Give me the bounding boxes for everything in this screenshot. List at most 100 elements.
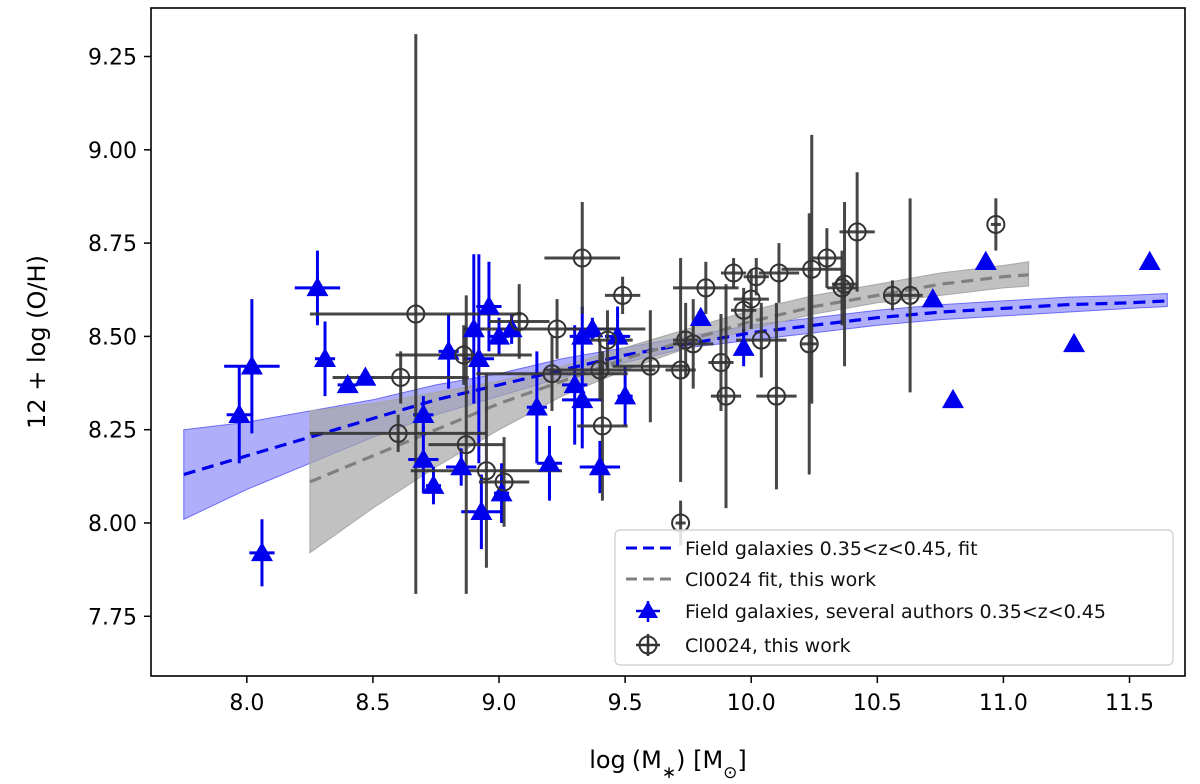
field-point-marker: [732, 336, 755, 356]
legend-field-points-marker: [638, 601, 658, 618]
cluster-point-marker: [476, 461, 496, 481]
field-point-marker: [490, 482, 513, 502]
cluster-point-marker: [547, 319, 567, 339]
legend-field-fit-label: Field galaxies 0.35<z<0.45, fit: [685, 538, 978, 560]
legend-cluster-fit-label: Cl0024 fit, this work: [685, 569, 876, 591]
legend-cluster-points-marker: [638, 635, 658, 655]
cluster-point-marker: [746, 267, 766, 287]
cluster-point-marker: [592, 416, 612, 436]
cluster-point-marker: [696, 278, 716, 298]
field-point-marker: [588, 456, 611, 476]
cluster-point-marker: [724, 263, 744, 283]
cluster-point-marker: [741, 289, 761, 309]
cluster-point-marker: [391, 367, 411, 387]
cluster-point-marker: [769, 263, 789, 283]
cluster-point-marker: [986, 214, 1006, 234]
field-point-marker: [689, 306, 712, 326]
legend-cluster-points-label: Cl0024, this work: [685, 635, 851, 657]
field-point-marker: [314, 347, 337, 368]
cluster-point-marker: [671, 360, 691, 380]
field-point-marker: [467, 347, 490, 368]
field-point-marker: [921, 288, 944, 308]
field-point-marker: [525, 396, 548, 416]
field-point-marker: [1138, 250, 1161, 271]
field-point-marker: [437, 340, 460, 360]
cluster-point-marker: [640, 356, 660, 376]
field-point-marker: [974, 250, 997, 271]
cluster-point-marker: [900, 285, 920, 305]
field-point-marker: [488, 325, 511, 345]
field-point-marker: [500, 317, 523, 338]
cluster-point-marker: [572, 248, 592, 268]
x-tick-label: 11.5: [1105, 691, 1154, 716]
field-point-marker: [941, 388, 964, 409]
cluster-point-marker: [802, 259, 822, 279]
field-point-marker: [571, 325, 594, 345]
y-axis-label: 12 + log (O/H): [23, 255, 51, 429]
cluster-point-marker: [494, 472, 514, 492]
field-point-marker: [571, 388, 594, 409]
field-point-marker: [1063, 332, 1086, 353]
plot-frame: [150, 7, 1186, 677]
y-tick-label: 8.25: [88, 419, 137, 444]
field-point-marker: [563, 373, 586, 394]
cluster-point-marker: [406, 304, 426, 324]
x-tick-label: 9.0: [482, 691, 517, 716]
x-tick-label: 8.5: [355, 691, 390, 716]
field-point-marker: [306, 276, 329, 297]
field-point-marker: [412, 448, 435, 468]
cluster-point-marker: [766, 386, 786, 406]
cluster-point-marker: [454, 345, 474, 365]
legend: Field galaxies 0.35<z<0.45, fit Cl0024 f…: [614, 529, 1174, 666]
y-tick-label: 9.00: [88, 139, 137, 164]
field-point-marker: [581, 317, 604, 338]
field-point-marker: [614, 385, 637, 405]
x-tick-label: 9.5: [608, 691, 643, 716]
cluster-point-marker: [590, 360, 610, 380]
field-point-marker: [240, 355, 263, 375]
cluster-point-marker: [683, 334, 703, 354]
x-tick-label: 10.5: [853, 691, 902, 716]
y-tick-label: 9.25: [88, 46, 137, 71]
cluster-point-marker: [832, 278, 852, 298]
field-point-marker: [462, 317, 485, 338]
y-axis-ticks: 7.75 8.00 8.25 8.50 8.75 9.00 9.25: [88, 46, 151, 630]
field-point-marker: [470, 500, 493, 521]
cluster-point-marker: [456, 435, 476, 455]
cluster-point-marker: [817, 248, 837, 268]
field-point-marker: [228, 403, 251, 424]
field-point-marker: [250, 541, 273, 562]
legend-box: [614, 529, 1174, 666]
cluster-point-marker: [716, 386, 736, 406]
y-tick-label: 8.00: [88, 512, 137, 537]
y-tick-label: 8.75: [88, 232, 137, 257]
cluster-point-marker: [751, 330, 771, 350]
data-markers: [228, 214, 1161, 562]
x-tick-label: 8.0: [229, 691, 264, 716]
legend-field-points-label: Field galaxies, several authors 0.35<z<0…: [685, 601, 1106, 623]
cluster-point-marker: [542, 364, 562, 384]
cluster-point-marker: [711, 353, 731, 373]
field-point-marker: [336, 373, 359, 394]
y-tick-label: 8.50: [88, 325, 137, 350]
field-point-marker: [450, 456, 473, 476]
cluster-point-marker: [613, 285, 633, 305]
field-point-marker: [422, 474, 445, 494]
cluster-point-marker: [597, 330, 617, 350]
field-point-marker: [354, 366, 377, 386]
x-axis-ticks: 8.0 8.5 9.0 9.5 10.0 10.5 11.0 11.5: [229, 676, 1154, 716]
field-point-marker: [606, 325, 629, 345]
field-point-marker: [477, 295, 500, 315]
y-tick-label: 7.75: [88, 605, 137, 630]
cluster-point-marker: [835, 274, 855, 294]
x-tick-label: 10.0: [727, 691, 776, 716]
x-tick-label: 11.0: [979, 691, 1028, 716]
field-point-marker: [412, 403, 435, 424]
error-bars: [224, 34, 1001, 594]
cluster-point-marker: [847, 222, 867, 242]
cluster-point-marker: [799, 334, 819, 354]
cluster-point-marker: [388, 423, 408, 443]
field-point-marker: [538, 452, 561, 472]
cluster-point-marker: [509, 311, 529, 331]
